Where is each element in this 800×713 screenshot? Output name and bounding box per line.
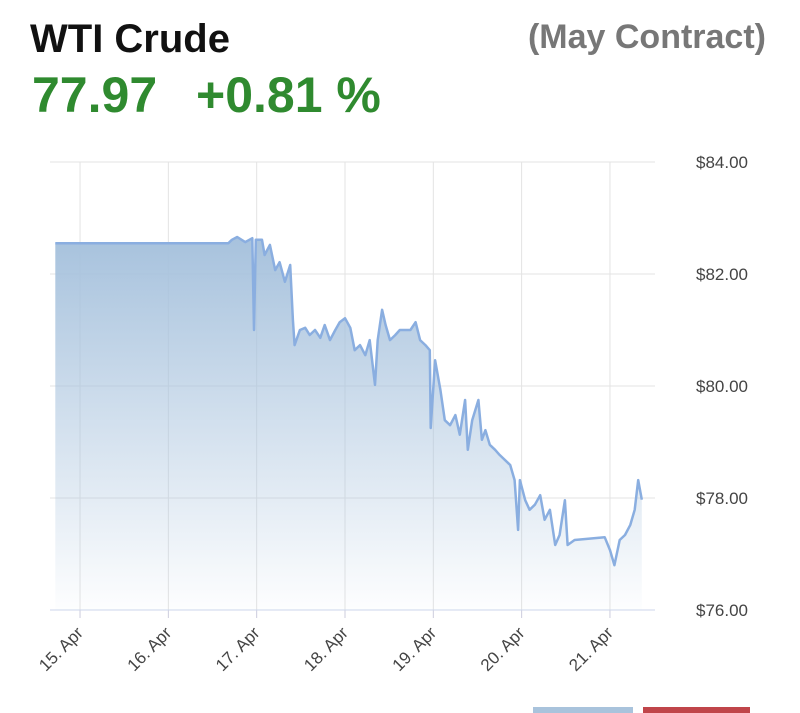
- legend-swatch: [643, 707, 750, 713]
- x-tick-label: 19. Apr: [389, 623, 441, 675]
- x-tick-label: 17. Apr: [212, 623, 264, 675]
- area-fill: [55, 237, 642, 610]
- y-tick-label: $82.00: [696, 265, 748, 284]
- x-tick-label: 15. Apr: [35, 623, 87, 675]
- y-tick-label: $80.00: [696, 377, 748, 396]
- legend-swatch: [533, 707, 633, 713]
- change: +0.81 %: [196, 67, 381, 123]
- price: 77.97: [32, 67, 157, 123]
- line: [55, 235, 644, 567]
- x-tick-label: 18. Apr: [300, 623, 352, 675]
- chart-subtitle: (May Contract): [528, 18, 766, 56]
- x-tick-label: 21. Apr: [565, 623, 617, 675]
- x-tick-label: 20. Apr: [477, 623, 529, 675]
- y-tick-label: $78.00: [696, 489, 748, 508]
- chart-title: WTI Crude: [30, 17, 230, 61]
- x-tick-label: 16. Apr: [124, 623, 176, 675]
- y-tick-label: $84.00: [696, 153, 748, 172]
- y-tick-label: $76.00: [696, 601, 748, 620]
